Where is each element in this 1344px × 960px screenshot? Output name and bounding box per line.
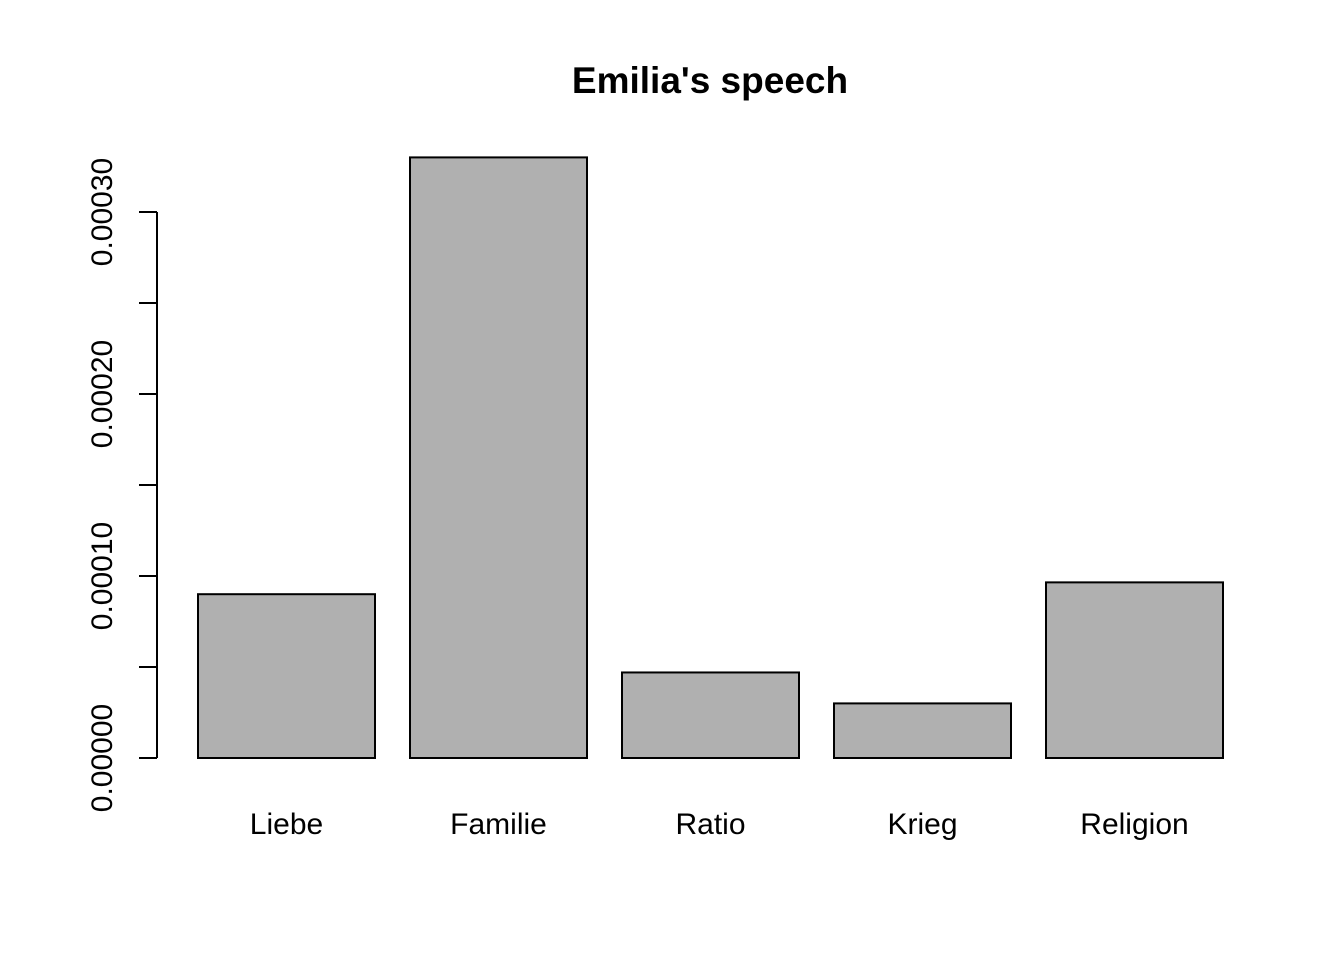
y-tick-label: 0.00000: [86, 704, 119, 812]
chart-title: Emilia's speech: [572, 60, 848, 101]
bar-ratio: [621, 671, 800, 760]
x-tick-label: Religion: [1080, 808, 1188, 841]
x-tick-label: Familie: [450, 808, 547, 841]
x-axis-labels: Liebe Familie Ratio Krieg Religion: [250, 808, 1189, 841]
bar-liebe: [197, 593, 376, 760]
bars-group: [197, 156, 1224, 760]
y-tick-label: 0.00010: [86, 522, 119, 630]
bar-familie: [409, 156, 588, 759]
bar-religion: [1045, 581, 1224, 759]
x-tick-label: Ratio: [675, 808, 745, 841]
bar-krieg: [833, 702, 1012, 760]
y-tick-label: 0.00020: [86, 340, 119, 448]
x-tick-label: Krieg: [887, 808, 957, 841]
y-tick-label: 0.00030: [86, 158, 119, 266]
x-tick-label: Liebe: [250, 808, 323, 841]
y-axis: 0.00000 0.00010 0.00020 0.00030: [86, 158, 158, 812]
